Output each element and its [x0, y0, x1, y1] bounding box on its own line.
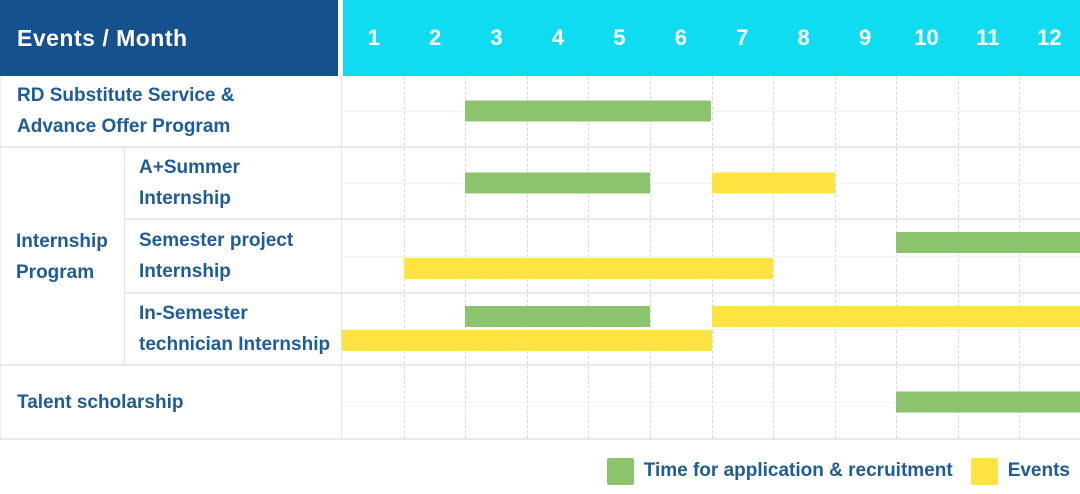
month-label: 5: [589, 0, 650, 76]
row-timeline: [342, 294, 1080, 364]
table-body: RD Substitute Service &Advance Offer Pro…: [0, 76, 1080, 440]
table-row: RD Substitute Service &Advance Offer Pro…: [1, 76, 1080, 148]
row-mid-grid-line: [342, 256, 1080, 257]
month-label: 3: [466, 0, 527, 76]
month-label: 2: [404, 0, 465, 76]
row-sublabel-cell: In-Semestertechnician Internship: [125, 294, 342, 364]
month-label: 1: [343, 0, 404, 76]
gantt-bar-application: [465, 306, 650, 327]
gantt-chart: Events / Month 123456789101112 RD Substi…: [0, 0, 1080, 494]
row-sublabel-cell: Semester projectInternship: [125, 220, 342, 294]
row-timeline: [342, 366, 1080, 438]
month-label: 9: [834, 0, 895, 76]
row-timeline: [342, 76, 1080, 146]
gantt-bar-event: [342, 330, 712, 351]
legend-swatch-green: [607, 458, 634, 485]
group-column-cell: [1, 294, 125, 364]
legend-item-application: Time for application & recruitment: [607, 458, 953, 485]
month-label: 7: [712, 0, 773, 76]
gantt-bar-application: [896, 392, 1080, 413]
table-row: Talent scholarship: [1, 366, 1080, 440]
row-label-cell: Talent scholarship: [1, 366, 342, 438]
month-label: 12: [1019, 0, 1080, 76]
month-label: 11: [957, 0, 1018, 76]
month-label: 6: [650, 0, 711, 76]
row-timeline: [342, 220, 1080, 294]
legend-swatch-yellow: [971, 458, 998, 485]
month-label: 8: [773, 0, 834, 76]
gantt-bar-event: [712, 173, 835, 194]
group-column-cell: [1, 220, 125, 294]
row-timeline: [342, 148, 1080, 220]
legend-label: Events: [1008, 460, 1070, 482]
legend-label: Time for application & recruitment: [644, 460, 953, 482]
group-column-cell: [1, 148, 125, 220]
row-label: Internship: [139, 183, 341, 214]
row-label: technician Internship: [139, 329, 341, 360]
legend-item-events: Events: [971, 458, 1070, 485]
row-label: Talent scholarship: [17, 387, 341, 418]
month-label: 4: [527, 0, 588, 76]
month-label: 10: [896, 0, 957, 76]
table-row: Semester projectInternship: [1, 220, 1080, 294]
row-label: Internship: [139, 256, 341, 287]
row-sublabel-cell: A+SummerInternship: [125, 148, 342, 220]
month-header-row: 123456789101112: [343, 0, 1080, 76]
gantt-bar-event: [712, 306, 1080, 327]
gantt-bar-event: [404, 258, 774, 279]
gantt-bar-application: [465, 173, 650, 194]
row-label: Advance Offer Program: [17, 111, 341, 142]
gantt-bar-application: [465, 101, 711, 122]
gantt-bar-application: [896, 232, 1080, 253]
table-row: In-Semestertechnician Internship: [1, 294, 1080, 366]
row-label: In-Semester: [139, 298, 341, 329]
corner-header: Events / Month: [0, 0, 338, 76]
row-label-cell: RD Substitute Service &Advance Offer Pro…: [1, 76, 342, 146]
corner-header-label: Events / Month: [17, 25, 188, 52]
table-header: Events / Month 123456789101112: [0, 0, 1080, 76]
row-label: RD Substitute Service &: [17, 80, 341, 111]
legend: Time for application & recruitment Event…: [0, 450, 1070, 492]
table-row: A+SummerInternship: [1, 148, 1080, 220]
row-label: Semester project: [139, 225, 341, 256]
row-label: A+Summer: [139, 152, 341, 183]
